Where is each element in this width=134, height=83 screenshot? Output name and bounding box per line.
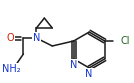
Text: N: N <box>85 69 93 79</box>
Text: N: N <box>33 33 40 43</box>
Text: N: N <box>70 60 77 70</box>
Text: O: O <box>7 33 14 43</box>
Text: NH₂: NH₂ <box>2 64 21 74</box>
Text: Cl: Cl <box>121 36 130 46</box>
